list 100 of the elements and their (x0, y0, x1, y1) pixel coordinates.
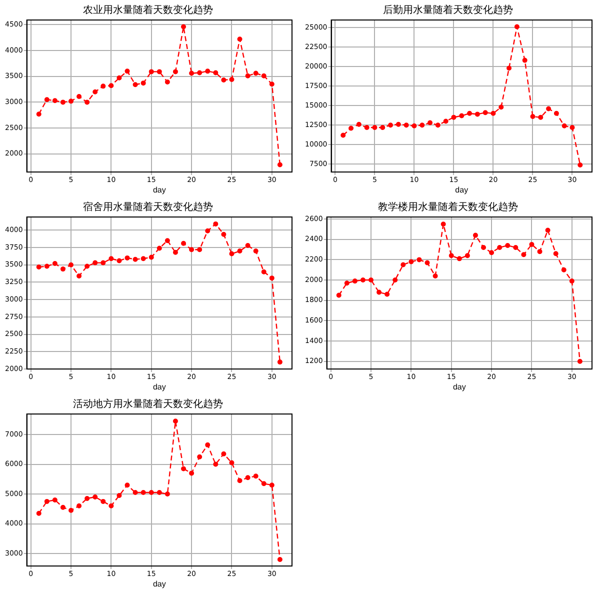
point (229, 460, 234, 466)
point (189, 470, 194, 476)
point (545, 228, 550, 233)
point (68, 508, 74, 513)
point (472, 232, 478, 238)
point (384, 292, 390, 297)
point (156, 490, 162, 496)
point (269, 82, 274, 87)
point (261, 269, 266, 274)
point (92, 89, 98, 94)
point (348, 126, 354, 131)
x-axis-title: day (152, 382, 166, 392)
chart-title: 后勤用水量随着天数变化趋势 (383, 4, 513, 16)
point (404, 122, 409, 128)
point (538, 114, 544, 120)
point (464, 253, 470, 258)
point (116, 493, 122, 498)
point (237, 478, 242, 484)
point (36, 112, 42, 117)
x-axis-title: day (452, 382, 466, 392)
point (237, 248, 242, 254)
point (261, 481, 266, 486)
point (513, 245, 518, 250)
point (506, 66, 512, 71)
point (124, 68, 130, 74)
point (553, 251, 558, 256)
point (76, 273, 82, 278)
point (269, 276, 274, 281)
point (140, 80, 146, 86)
point (424, 260, 430, 266)
point (181, 466, 186, 472)
x-axis-title: day (152, 185, 166, 194)
point (490, 110, 496, 116)
point (277, 162, 282, 168)
point (456, 256, 462, 262)
point (205, 68, 210, 74)
point (92, 494, 98, 500)
point (229, 76, 234, 82)
point (277, 556, 282, 562)
point (140, 490, 146, 496)
point (336, 292, 342, 298)
point (340, 132, 346, 138)
point (448, 253, 454, 258)
point (344, 280, 350, 286)
point (140, 256, 146, 262)
point (68, 262, 74, 268)
point (164, 238, 170, 244)
point (529, 242, 534, 247)
point (100, 498, 106, 504)
point (530, 114, 536, 120)
point (44, 97, 50, 102)
chart-title: 教学楼用水量随着天数变化趋势 (378, 200, 518, 213)
chart-title: 宿舍用水量随着天数变化趋势 (83, 200, 213, 213)
point (60, 100, 66, 105)
point (60, 266, 66, 272)
point (124, 482, 130, 488)
point (60, 504, 66, 510)
point (213, 462, 218, 467)
point (181, 24, 186, 30)
point (388, 122, 394, 128)
point (189, 70, 194, 76)
x-axis-title: day (152, 579, 166, 588)
point (467, 110, 472, 116)
point (253, 70, 258, 76)
point (116, 258, 122, 264)
point (253, 248, 258, 254)
point (578, 162, 583, 168)
point (356, 122, 362, 127)
point (498, 104, 504, 110)
point (36, 264, 42, 270)
point (84, 496, 90, 501)
point (440, 222, 446, 227)
point (253, 474, 258, 479)
point (197, 70, 202, 76)
point (132, 82, 138, 88)
point (352, 278, 358, 284)
point (44, 264, 50, 269)
point (52, 98, 58, 104)
point (396, 122, 401, 127)
point (221, 451, 226, 456)
point (213, 221, 218, 226)
point (68, 98, 74, 104)
point (172, 69, 178, 74)
point (269, 482, 274, 488)
point (148, 490, 154, 496)
point (164, 492, 170, 497)
point (156, 246, 162, 251)
point (459, 113, 464, 118)
point (100, 260, 106, 266)
point (521, 252, 526, 258)
point (132, 490, 138, 496)
point (52, 497, 58, 502)
point (261, 73, 266, 78)
point (148, 69, 154, 74)
point (482, 110, 488, 116)
point (205, 442, 210, 448)
point (181, 240, 186, 246)
point (443, 118, 448, 124)
point (537, 249, 542, 254)
point (360, 278, 366, 283)
